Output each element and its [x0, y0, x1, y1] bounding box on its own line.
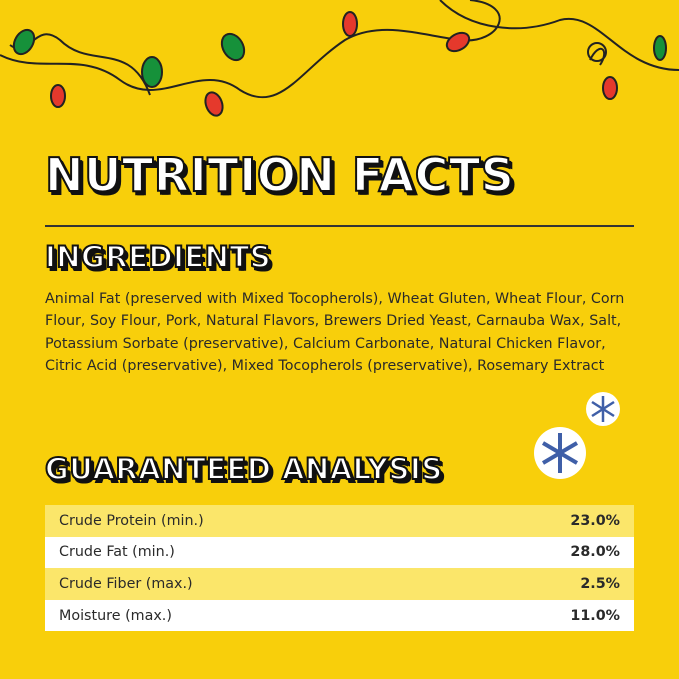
analysis-value: 28.0%	[570, 544, 620, 561]
analysis-row: Crude Protein (min.) 23.0%	[45, 505, 634, 537]
analysis-name: Moisture (max.)	[59, 607, 172, 624]
analysis-table: Crude Protein (min.) 23.0% Crude Fat (min.…	[45, 505, 634, 632]
analysis-name: Crude Fiber (max.)	[59, 575, 193, 592]
ingredients-heading: INGREDIENTS	[44, 239, 272, 275]
analysis-row: Crude Fat (min.) 28.0%	[45, 536, 634, 569]
analysis-row: Crude Fiber (max.) 2.5%	[45, 568, 634, 600]
analysis-heading: GUARANTEED ANALYSIS	[44, 451, 443, 487]
analysis-value: 11.0%	[570, 607, 620, 624]
divider	[45, 225, 634, 227]
analysis-name: Crude Fat (min.)	[59, 544, 175, 561]
snowflakes	[534, 392, 620, 479]
analysis-value: 2.5%	[580, 575, 620, 592]
bulbs	[12, 11, 667, 117]
ingredients-text: Animal Fat (preserved with Mixed Tocophe…	[45, 291, 625, 375]
title: NUTRITION FACTS	[44, 147, 515, 203]
analysis-name: Crude Protein (min.)	[59, 512, 204, 529]
analysis-value: 23.0%	[570, 512, 620, 529]
analysis-row: Moisture (max.) 11.0%	[45, 599, 634, 632]
light-string	[0, 0, 679, 99]
